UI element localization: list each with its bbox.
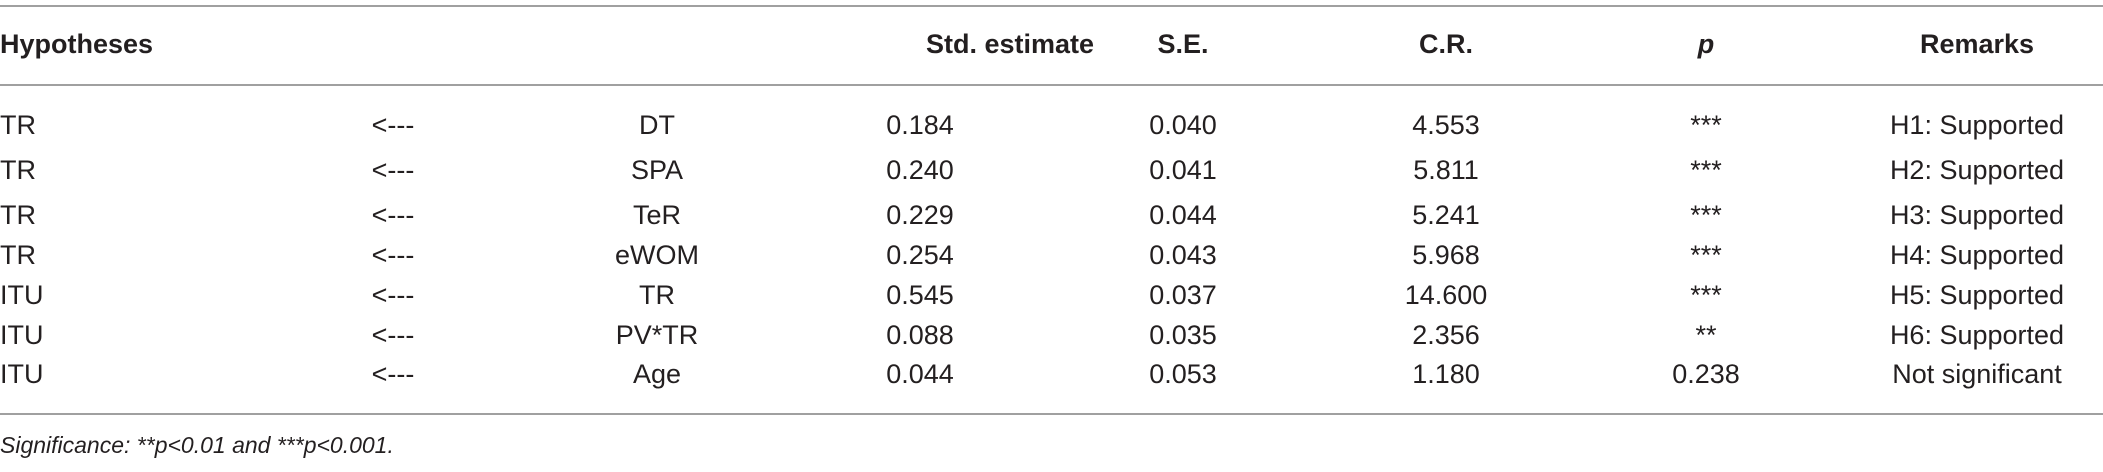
table-cell: 0.040 bbox=[1149, 110, 1217, 140]
table-cell: Not significant bbox=[1892, 359, 2062, 389]
header-cell: S.E. bbox=[1157, 29, 1209, 59]
table-cell: H5: Supported bbox=[1889, 280, 2065, 310]
table-cell: ITU bbox=[0, 359, 44, 389]
table-cell: *** bbox=[1690, 240, 1722, 270]
table-cell: 0.088 bbox=[886, 320, 954, 350]
table-cell: 5.241 bbox=[1412, 200, 1480, 230]
table-cell: 0.545 bbox=[886, 280, 954, 310]
table-cell: 0.035 bbox=[1149, 320, 1217, 350]
header-cell: C.R. bbox=[1419, 29, 1473, 59]
table-cell: 0.184 bbox=[886, 110, 954, 140]
table-cell: H4: Supported bbox=[1889, 240, 2065, 270]
header-rule bbox=[0, 84, 2103, 86]
table-cell: 1.180 bbox=[1412, 359, 1480, 389]
table-cell: H3: Supported bbox=[1889, 200, 2065, 230]
table-cell: 0.240 bbox=[886, 155, 954, 185]
table-cell: <--- bbox=[371, 240, 415, 270]
table-cell: <--- bbox=[371, 200, 415, 230]
table-cell: TR bbox=[0, 240, 36, 270]
table-cell: H1: Supported bbox=[1889, 110, 2065, 140]
table-cell: 0.037 bbox=[1149, 280, 1217, 310]
header-cell: p bbox=[1697, 29, 1715, 59]
table-cell: 0.044 bbox=[1149, 200, 1217, 230]
table-cell: ITU bbox=[0, 320, 44, 350]
table-cell: 5.811 bbox=[1413, 155, 1479, 185]
table-cell: <--- bbox=[371, 280, 415, 310]
table-cell: <--- bbox=[371, 155, 415, 185]
header-cell: Std. estimate bbox=[925, 29, 1095, 59]
table-cell: 2.356 bbox=[1412, 320, 1480, 350]
table-cell: <--- bbox=[371, 320, 415, 350]
table-cell: H2: Supported bbox=[1889, 155, 2065, 185]
table-cell: *** bbox=[1690, 155, 1722, 185]
table-cell: SPA bbox=[630, 155, 684, 185]
table-cell: 5.968 bbox=[1412, 240, 1480, 270]
table-cell: 0.238 bbox=[1672, 359, 1740, 389]
table-cell: *** bbox=[1690, 200, 1722, 230]
table-cell: eWOM bbox=[615, 240, 699, 270]
table-cell: Age bbox=[632, 359, 682, 389]
table-cell: 0.229 bbox=[886, 200, 954, 230]
table-cell: 0.041 bbox=[1149, 155, 1217, 185]
table-cell: 0.053 bbox=[1149, 359, 1217, 389]
table-cell: 4.553 bbox=[1412, 110, 1480, 140]
table-cell: 0.044 bbox=[886, 359, 954, 389]
top-rule bbox=[0, 5, 2103, 7]
table-cell: ITU bbox=[0, 280, 44, 310]
table-cell: 0.043 bbox=[1149, 240, 1217, 270]
header-cell: Remarks bbox=[1919, 29, 2035, 59]
header-cell: Hypotheses bbox=[0, 29, 154, 59]
table-cell: 14.600 bbox=[1404, 280, 1488, 310]
table-cell: ** bbox=[1695, 320, 1717, 350]
table-cell: 0.254 bbox=[886, 240, 954, 270]
footnote: Significance: **p<0.01 and ***p<0.001. bbox=[0, 432, 394, 458]
table-cell: H6: Supported bbox=[1889, 320, 2065, 350]
table-cell: PV*TR bbox=[615, 320, 699, 350]
table-cell: TR bbox=[0, 155, 36, 185]
table-cell: TR bbox=[0, 200, 36, 230]
table-cell: <--- bbox=[371, 359, 415, 389]
table-cell: TR bbox=[639, 280, 675, 310]
bottom-rule bbox=[0, 413, 2103, 415]
table-cell: *** bbox=[1690, 280, 1722, 310]
table-cell: *** bbox=[1690, 110, 1722, 140]
table-cell: DT bbox=[639, 110, 675, 140]
table-cell: TR bbox=[0, 110, 36, 140]
table-cell: TeR bbox=[632, 200, 682, 230]
table-cell: <--- bbox=[371, 110, 415, 140]
